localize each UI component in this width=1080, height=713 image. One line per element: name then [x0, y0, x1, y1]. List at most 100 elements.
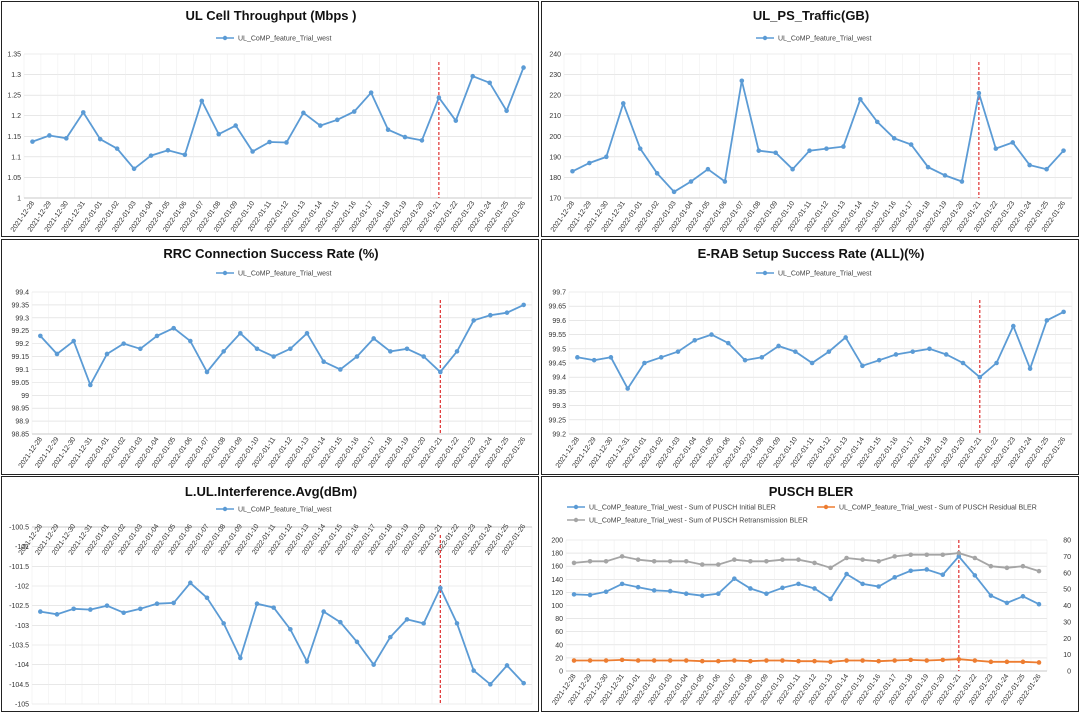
data-point: [1004, 565, 1010, 571]
y-tick-label: 99.1: [15, 367, 29, 374]
data-point: [1036, 601, 1042, 607]
data-point: [994, 360, 999, 366]
y-tick-label: 99.65: [548, 304, 566, 311]
data-point: [780, 585, 785, 591]
data-point: [454, 621, 460, 626]
data-point: [651, 558, 657, 564]
data-point: [619, 581, 625, 587]
data-point: [796, 581, 801, 587]
y-tick-label: 0: [559, 669, 563, 676]
y-tick-label: 180: [549, 175, 561, 182]
chart-svg: UL Cell Throughput (Mbps ) UL_CoMP_featur…: [7, 8, 533, 233]
data-point: [436, 95, 442, 100]
data-point: [716, 562, 721, 567]
data-point: [891, 136, 897, 141]
data-point: [404, 346, 410, 352]
data-point: [637, 146, 643, 151]
data-point: [793, 349, 798, 354]
y-tick-label: 99.7: [552, 290, 566, 297]
data-point: [104, 351, 110, 357]
data-point: [199, 98, 205, 104]
data-point: [942, 173, 948, 178]
data-point: [642, 360, 647, 366]
data-point: [571, 592, 577, 597]
data-point: [874, 119, 880, 125]
data-point: [924, 567, 930, 572]
chart-panel-ul-interference: L.UL.Interference.Avg(dBm) UL_CoMP_featur…: [1, 476, 539, 712]
series-line: [32, 67, 525, 171]
data-point: [304, 659, 310, 664]
legend-marker: [222, 506, 228, 512]
data-point: [671, 189, 677, 195]
data-point: [603, 558, 609, 564]
data-point: [334, 117, 340, 123]
y-right-tick-label: 80: [1063, 538, 1071, 545]
data-point: [619, 657, 625, 663]
data-point: [683, 658, 689, 663]
data-point: [1004, 600, 1010, 606]
data-point: [959, 179, 965, 184]
chart-svg: E-RAB Setup Success Rate (ALL)(%) UL_CoMP…: [548, 246, 1073, 469]
data-point: [570, 168, 575, 174]
data-point: [54, 612, 60, 617]
series-line: [573, 552, 1040, 572]
data-point: [318, 123, 323, 128]
data-point: [38, 333, 43, 339]
y-right-tick-label: 30: [1063, 619, 1071, 626]
data-point: [271, 354, 276, 359]
series-line: [572, 80, 1065, 193]
data-point: [977, 374, 983, 380]
data-point: [88, 382, 93, 388]
y-tick-label: 99.2: [15, 341, 29, 348]
y-right-tick-label: 10: [1063, 652, 1071, 659]
data-point: [725, 340, 731, 346]
y-tick-label: 1.25: [7, 93, 21, 100]
data-point: [575, 355, 580, 360]
data-point: [221, 349, 226, 354]
data-point: [927, 346, 932, 352]
data-point: [504, 663, 510, 668]
data-point: [620, 101, 626, 106]
series-line: [577, 311, 1065, 391]
data-point: [321, 609, 326, 614]
data-point: [972, 573, 978, 578]
y-tick-label: -102: [15, 584, 29, 591]
data-point: [699, 593, 705, 598]
data-point: [608, 355, 614, 360]
data-point: [780, 557, 785, 562]
data-point: [993, 146, 999, 151]
legend-label: UL_CoMP_feature_Trial_west: [778, 271, 872, 278]
data-point: [699, 562, 705, 567]
data-point: [521, 65, 526, 70]
data-point: [972, 555, 978, 561]
data-point: [154, 601, 160, 606]
data-point: [925, 164, 931, 170]
data-point: [587, 592, 593, 598]
y-tick-label: -104.5: [9, 682, 29, 689]
y-tick-label: 200: [551, 538, 563, 545]
y-tick-label: -105: [15, 702, 29, 709]
data-point: [828, 659, 833, 665]
data-point: [321, 359, 326, 365]
y-tick-label: 170: [549, 196, 561, 203]
data-point: [667, 558, 673, 564]
y-tick-label: 220: [549, 93, 561, 100]
data-point: [454, 349, 460, 354]
data-point: [876, 558, 881, 564]
data-point: [860, 581, 865, 587]
series-line: [573, 555, 1040, 606]
y-tick-label: 60: [555, 629, 563, 636]
data-point: [908, 657, 914, 663]
legend-marker: [222, 270, 228, 276]
data-point: [421, 621, 426, 626]
data-point: [683, 591, 689, 597]
data-point: [470, 73, 476, 79]
data-point: [438, 585, 443, 591]
data-point: [154, 333, 160, 339]
data-point: [238, 331, 243, 336]
data-point: [288, 626, 293, 632]
data-point: [521, 302, 526, 308]
y-tick-label: 1: [17, 196, 21, 203]
y-tick-label: 99.3: [15, 315, 29, 322]
data-point: [651, 588, 657, 593]
